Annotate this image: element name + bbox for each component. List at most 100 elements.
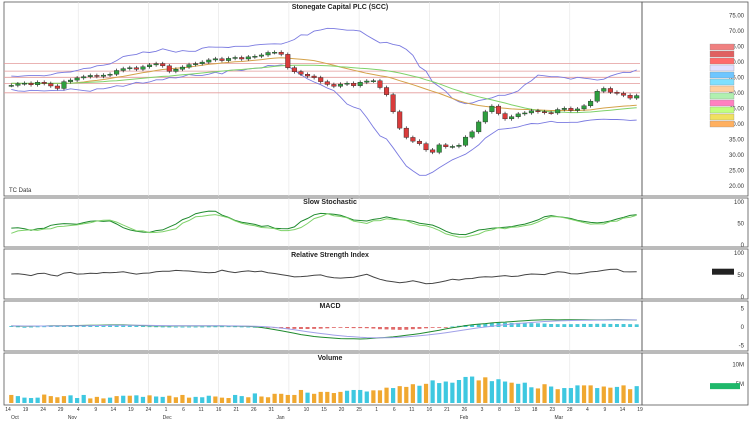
macd-histogram-bar bbox=[535, 323, 540, 327]
volume-bar bbox=[397, 386, 402, 403]
volume-bar bbox=[595, 388, 600, 403]
candle-body bbox=[509, 116, 515, 120]
macd-histogram-bar bbox=[193, 326, 198, 328]
x-tick-day-label: 19 bbox=[128, 407, 134, 413]
macd-histogram-bar bbox=[417, 327, 422, 329]
candle-body bbox=[528, 110, 534, 114]
candle-body bbox=[179, 66, 185, 70]
volume-bar bbox=[180, 394, 185, 403]
candle-body bbox=[54, 85, 60, 89]
candle-body bbox=[219, 58, 225, 61]
x-tick-day-label: 29 bbox=[58, 407, 64, 413]
candle-body bbox=[305, 73, 311, 77]
candle-body bbox=[193, 63, 199, 65]
price-tick-label: 55.00 bbox=[729, 75, 745, 81]
x-tick-day-label: 26 bbox=[462, 407, 468, 413]
volume-bar bbox=[305, 392, 310, 403]
volume-bar bbox=[391, 388, 396, 403]
macd-histogram-bar bbox=[601, 323, 606, 327]
macd-histogram-bar bbox=[529, 323, 534, 327]
candle-body bbox=[377, 80, 383, 88]
volume-bar bbox=[621, 385, 626, 403]
candle-body bbox=[94, 75, 100, 77]
macd-histogram-bar bbox=[384, 327, 389, 330]
macd-histogram-bar bbox=[108, 325, 113, 327]
macd-histogram-bar bbox=[88, 325, 93, 327]
volume-bar bbox=[75, 398, 80, 403]
volume-bar bbox=[463, 376, 468, 403]
macd-title: MACD bbox=[320, 303, 341, 310]
candle-body bbox=[522, 112, 528, 115]
macd-histogram-bar bbox=[140, 326, 145, 327]
candle-body bbox=[133, 67, 139, 70]
volume-bar bbox=[575, 385, 580, 403]
x-tick-day-label: 4 bbox=[586, 407, 589, 413]
candle-body bbox=[397, 111, 403, 129]
price-tick-label: 25.00 bbox=[729, 168, 745, 174]
volume-bar bbox=[9, 394, 14, 403]
stochastic-tick-label: 100 bbox=[734, 200, 745, 206]
price-tag-marker bbox=[709, 113, 735, 121]
candle-body bbox=[226, 58, 232, 61]
volume-axis-frame bbox=[641, 352, 749, 406]
macd-histogram-bar bbox=[187, 326, 192, 328]
price-tag-marker bbox=[709, 71, 735, 79]
volume-bar bbox=[535, 388, 541, 403]
rsi-tick-label: 100 bbox=[734, 251, 745, 257]
candle-body bbox=[351, 82, 357, 86]
candle-body bbox=[258, 54, 264, 57]
candle-body bbox=[239, 57, 245, 60]
x-tick-day-label: 19 bbox=[637, 407, 643, 413]
macd-histogram-bar bbox=[575, 324, 580, 327]
candle-body bbox=[21, 82, 27, 85]
candle-body bbox=[581, 105, 587, 110]
volume-bar bbox=[555, 389, 560, 403]
macd-histogram-bar bbox=[509, 322, 514, 327]
volume-tick-label: 10M bbox=[732, 363, 744, 369]
macd-histogram-bar bbox=[42, 326, 47, 328]
volume-bar bbox=[443, 381, 448, 403]
price-tag-marker bbox=[709, 99, 735, 107]
x-tick-day-label: 14 bbox=[111, 407, 117, 413]
x-tick-day-label: 8 bbox=[498, 407, 501, 413]
macd-histogram-bar bbox=[437, 327, 442, 328]
price-tick-label: 45.00 bbox=[729, 106, 745, 112]
candle-body bbox=[357, 82, 363, 86]
volume-bar bbox=[318, 391, 323, 403]
macd-histogram-bar bbox=[470, 324, 475, 327]
candle-body bbox=[186, 64, 192, 68]
x-tick-day-label: 31 bbox=[269, 407, 275, 413]
volume-bar bbox=[239, 396, 244, 403]
candle-body bbox=[535, 110, 541, 112]
candle-body bbox=[548, 112, 554, 114]
macd-histogram-bar bbox=[15, 326, 20, 328]
price-tick-label: 35.00 bbox=[729, 137, 745, 143]
candle-body bbox=[206, 59, 212, 63]
x-tick-day-label: 21 bbox=[444, 407, 450, 413]
candle-body bbox=[100, 74, 106, 77]
macd-histogram-bar bbox=[351, 327, 356, 329]
candle-body bbox=[199, 61, 205, 64]
macd-histogram-bar bbox=[298, 327, 303, 329]
x-tick-day-label: 24 bbox=[146, 407, 152, 413]
bollinger-lower-band bbox=[11, 64, 637, 176]
candle-body bbox=[291, 67, 297, 72]
x-tick-day-label: 14 bbox=[620, 407, 626, 413]
volume-bar bbox=[147, 395, 152, 403]
x-tick-day-label: 28 bbox=[567, 407, 573, 413]
x-tick-day-label: 25 bbox=[356, 407, 362, 413]
candle-body bbox=[482, 111, 488, 123]
volume-bar bbox=[292, 394, 297, 403]
x-tick-day-label: 14 bbox=[5, 407, 11, 413]
macd-histogram-bar bbox=[114, 324, 119, 327]
price-tag-marker bbox=[709, 43, 735, 51]
macd-histogram-bar bbox=[628, 324, 633, 327]
candle-body bbox=[410, 137, 416, 142]
x-tick-day-label: 9 bbox=[94, 407, 97, 413]
macd-histogram-bar bbox=[489, 322, 494, 327]
volume-bar bbox=[160, 396, 165, 403]
volume-bar bbox=[219, 397, 225, 403]
volume-bar bbox=[68, 395, 73, 403]
candle-body bbox=[41, 82, 47, 84]
rsi-axis-frame bbox=[641, 248, 749, 300]
